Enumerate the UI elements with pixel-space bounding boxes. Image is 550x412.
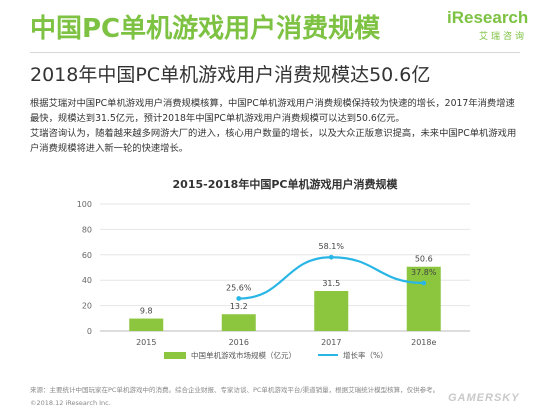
legend-bar-swatch xyxy=(164,352,186,359)
body-paragraph-1: 根据艾瑞对中国PC单机游戏用户消费规模核算，中国PC单机游戏用户消费规模保持较为… xyxy=(30,98,515,124)
page-subtitle: 2018年中国PC单机游戏用户消费规模达50.6亿 xyxy=(30,64,431,86)
legend-bar-label: 中国单机游戏市场规模（亿元） xyxy=(191,350,296,360)
x-tick-label: 2016 xyxy=(229,338,249,347)
growth-rate-point-2017 xyxy=(328,254,334,260)
y-tick-label: 60 xyxy=(82,251,92,260)
logo-chinese-name: 艾瑞咨询 xyxy=(478,32,527,42)
growth-rate-label: 37.8% xyxy=(411,268,437,277)
y-tick-label: 0 xyxy=(87,327,92,336)
logo-wordmark: iResearch xyxy=(447,8,529,27)
footer-copyright: ©2018.12 iResearch Inc. xyxy=(30,399,111,407)
bar-line-chart: 2015-2018年中国PC单机游戏用户消费规模 0 20 40 60 80 100 9.8 1… xyxy=(77,177,470,360)
bar-2018e xyxy=(406,266,441,331)
y-tick-label: 40 xyxy=(82,276,92,285)
legend-line-label: 增长率（%） xyxy=(343,350,388,360)
y-tick-label: 80 xyxy=(82,225,92,234)
bar-2016 xyxy=(221,314,256,331)
footer-source-note: 来源：主要统计中国玩家在PC单机游戏中的消费。综合企业财报、专家访谈、PC单机游… xyxy=(30,386,440,394)
growth-rate-point-2018e xyxy=(421,280,427,286)
body-paragraph-2: 艾瑞咨询认为，随着越来越多网游大厂的进入，核心用户数量的增长，以及大众正版意识提… xyxy=(30,128,517,154)
bar-2017 xyxy=(314,290,349,331)
bar-value-label: 13.2 xyxy=(230,302,248,311)
x-tick-label: 2017 xyxy=(321,338,341,347)
gamersky-watermark: GAMERSKY xyxy=(448,392,520,404)
growth-rate-point-2016 xyxy=(236,296,242,301)
growth-rate-label: 58.1% xyxy=(319,242,345,251)
x-tick-label: 2018e xyxy=(411,338,436,347)
bar-value-label: 9.8 xyxy=(140,307,153,316)
title-divider xyxy=(30,52,520,53)
bar-value-label: 31.5 xyxy=(322,279,340,288)
growth-rate-label: 25.6% xyxy=(226,283,252,292)
chart-title: 2015-2018年中国PC单机游戏用户消费规模 xyxy=(173,177,399,191)
y-tick-label: 100 xyxy=(77,200,92,209)
bar-value-label: 50.6 xyxy=(415,255,433,264)
page-title: 中国PC单机游戏用户消费规模 xyxy=(30,14,381,44)
body-text: 根据艾瑞对中国PC单机游戏用户消费规模核算，中国PC单机游戏用户消费规模保持较为… xyxy=(30,96,522,156)
x-tick-label: 2015 xyxy=(136,338,156,347)
y-tick-label: 20 xyxy=(82,302,92,311)
bar-2015 xyxy=(129,318,164,331)
iresearch-logo: iResearch 艾瑞咨询 xyxy=(447,8,529,42)
